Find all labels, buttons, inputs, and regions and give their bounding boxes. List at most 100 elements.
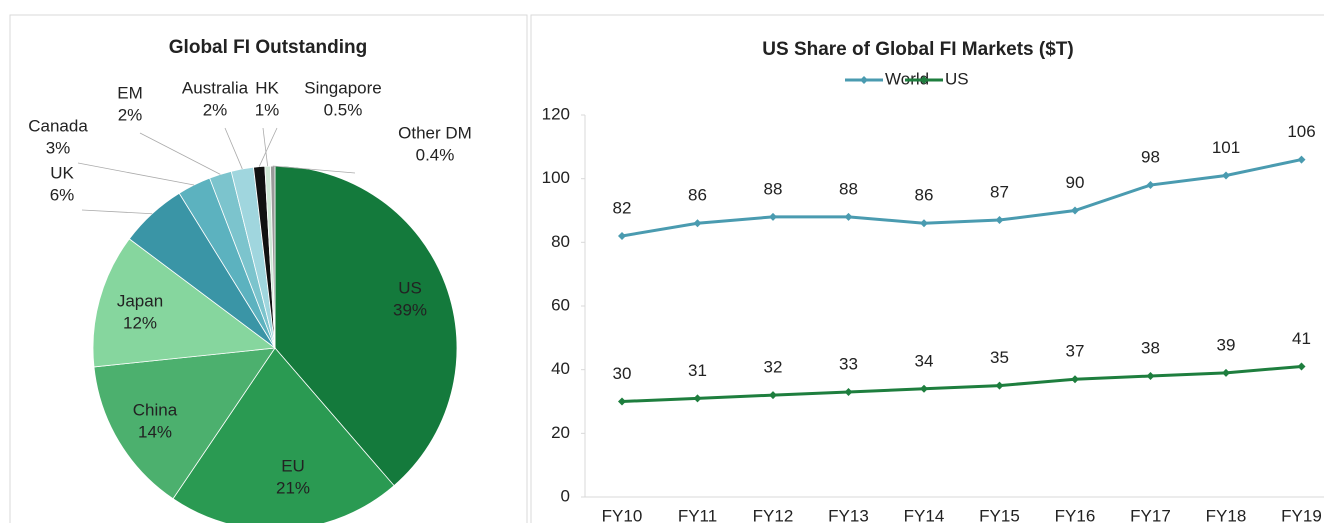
line-title: US Share of Global FI Markets ($T)	[762, 39, 1073, 60]
y-tick-label: 120	[542, 104, 570, 123]
data-label: 90	[1066, 173, 1085, 192]
legend-label: US	[945, 69, 969, 88]
pie-title: Global FI Outstanding	[169, 37, 367, 58]
slice-value: 39%	[393, 300, 427, 319]
data-label: 32	[764, 358, 783, 377]
slice-label: HK	[255, 78, 279, 97]
pie-slice	[92, 238, 277, 368]
data-label: 98	[1141, 148, 1160, 167]
data-label: 33	[839, 354, 858, 373]
point-marker	[1297, 362, 1306, 371]
slice-value: 0.4%	[416, 145, 455, 164]
data-label: 86	[915, 186, 934, 205]
y-tick-label: 20	[551, 423, 570, 442]
data-label: 87	[990, 183, 1009, 202]
x-tick-label: FY15	[979, 506, 1020, 523]
data-label: 82	[613, 198, 632, 217]
point-marker	[769, 212, 777, 221]
slice-label: Other DM	[398, 123, 472, 142]
point-marker	[920, 384, 928, 393]
slice-value: 6%	[50, 185, 75, 204]
legend-marker	[920, 76, 928, 84]
x-tick-label: FY18	[1206, 506, 1247, 523]
point-marker	[1297, 155, 1306, 164]
x-tick-label: FY14	[904, 506, 945, 523]
point-marker	[995, 216, 1004, 225]
slice-label: Canada	[28, 116, 88, 135]
slice-label: EU	[281, 456, 305, 475]
x-tick-label: FY16	[1055, 506, 1096, 523]
y-tick-label: 80	[551, 232, 570, 251]
point-marker	[844, 387, 853, 396]
slice-value: 21%	[276, 478, 310, 497]
x-tick-label: FY17	[1130, 506, 1171, 523]
data-label: 88	[764, 179, 783, 198]
slice-label: Singapore	[304, 78, 382, 97]
line-panel	[530, 14, 1324, 523]
x-tick-label: FY10	[602, 506, 643, 523]
slice-value: 0.5%	[324, 100, 363, 119]
leader-line	[224, 127, 243, 170]
point-marker	[1222, 368, 1230, 377]
slice-label: US	[398, 278, 422, 297]
y-tick-label: 0	[561, 486, 570, 505]
point-marker	[1146, 372, 1155, 381]
pie-slice	[172, 347, 395, 523]
data-label: 88	[839, 179, 858, 198]
leader-line	[77, 162, 195, 186]
slice-value: 2%	[118, 105, 143, 124]
point-marker	[769, 391, 777, 400]
point-marker	[1222, 171, 1230, 180]
series-line	[621, 158, 1302, 238]
point-marker	[995, 381, 1004, 390]
y-tick-label: 60	[551, 295, 570, 314]
x-tick-label: FY13	[828, 506, 869, 523]
slice-value: 1%	[255, 100, 280, 119]
point-marker	[1146, 181, 1155, 190]
x-tick-label: FY12	[753, 506, 794, 523]
point-marker	[920, 219, 928, 228]
leader-line	[258, 127, 278, 167]
data-label: 35	[990, 348, 1009, 367]
pie-slice	[93, 347, 276, 500]
y-tick-label: 100	[542, 168, 570, 187]
data-label: 38	[1141, 339, 1160, 358]
leader-line	[139, 132, 221, 175]
leader-line	[262, 127, 269, 167]
leader-line	[272, 165, 356, 174]
point-marker	[618, 397, 626, 406]
point-marker	[844, 212, 853, 221]
data-label: 101	[1212, 138, 1240, 157]
pie-panel	[9, 14, 528, 523]
x-tick-label: FY11	[678, 506, 717, 523]
data-label: 30	[613, 364, 632, 383]
point-marker	[693, 219, 702, 228]
slice-value: 12%	[123, 313, 157, 332]
data-label: 41	[1292, 329, 1311, 348]
y-tick-label: 40	[551, 359, 570, 378]
x-tick-label: FY19	[1281, 506, 1322, 523]
slice-label: Japan	[117, 291, 163, 310]
slice-label: EM	[117, 83, 143, 102]
slice-label: Australia	[182, 78, 249, 97]
data-label: 34	[915, 351, 934, 370]
point-marker	[1071, 206, 1079, 215]
slice-value: 14%	[138, 422, 172, 441]
data-label: 31	[688, 361, 707, 380]
slice-label: China	[133, 400, 178, 419]
point-marker	[1071, 375, 1079, 384]
slice-label: UK	[50, 163, 74, 182]
data-label: 37	[1066, 342, 1085, 361]
data-label: 86	[688, 186, 707, 205]
pie-slice	[274, 165, 458, 487]
slice-value: 3%	[46, 138, 71, 157]
point-marker	[618, 231, 626, 240]
point-marker	[693, 394, 702, 403]
data-label: 106	[1287, 122, 1315, 141]
data-label: 39	[1217, 335, 1236, 354]
slice-value: 2%	[203, 100, 228, 119]
series-line	[621, 364, 1302, 403]
leader-line	[81, 209, 153, 215]
legend-marker	[860, 76, 868, 84]
